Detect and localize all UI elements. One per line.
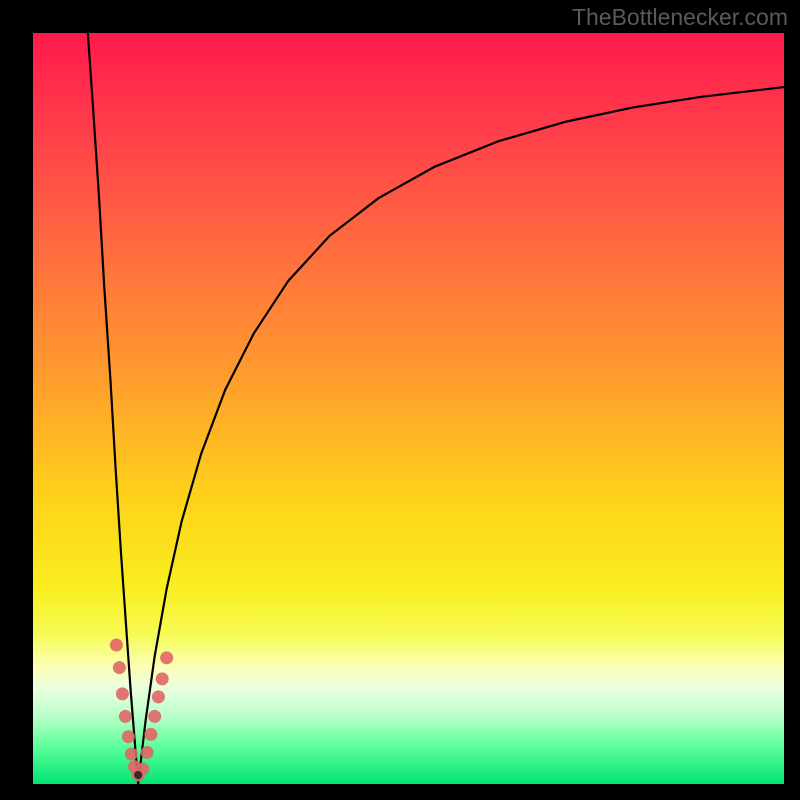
data-marker — [122, 730, 135, 743]
watermark-label: TheBottlenecker.com — [572, 4, 788, 31]
markers-layer — [33, 33, 784, 784]
data-marker — [125, 747, 138, 760]
data-marker — [113, 661, 126, 674]
data-marker — [152, 690, 165, 703]
data-marker — [148, 710, 161, 723]
data-markers-group — [110, 639, 173, 782]
chart-canvas: TheBottlenecker.com — [0, 0, 800, 800]
data-marker — [119, 710, 132, 723]
vertex-marker — [134, 771, 142, 779]
data-marker — [144, 728, 157, 741]
data-marker — [110, 639, 123, 652]
data-marker — [141, 746, 154, 759]
plot-area — [33, 33, 784, 784]
data-marker — [160, 651, 173, 664]
data-marker — [116, 687, 129, 700]
data-marker — [156, 672, 169, 685]
